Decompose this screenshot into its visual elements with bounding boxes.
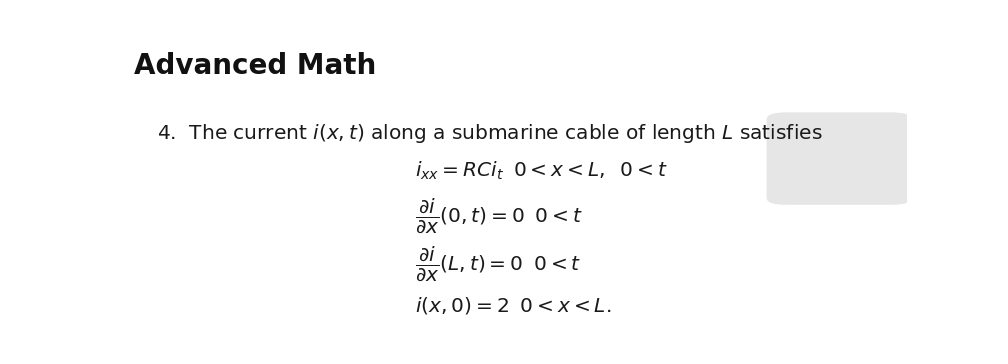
Text: $\dfrac{\partial i}{\partial x}(L, t) = 0 \;\; 0 < t$: $\dfrac{\partial i}{\partial x}(L, t) = … [415,244,582,283]
FancyBboxPatch shape [766,112,911,205]
Text: $\dfrac{\partial i}{\partial x}(0, t) = 0 \;\; 0 < t$: $\dfrac{\partial i}{\partial x}(0, t) = … [415,197,583,236]
Text: $i_{xx} = RCi_t \;\; 0 < x < L, \;\; 0 < t$: $i_{xx} = RCi_t \;\; 0 < x < L, \;\; 0 <… [415,160,667,182]
Text: Advanced Math: Advanced Math [134,52,376,80]
Text: 4.  The current $i(x, t)$ along a submarine cable of length $L$ satisfies: 4. The current $i(x, t)$ along a submari… [157,122,823,145]
Text: $i(x, 0) = 2 \;\; 0 < x < L.$: $i(x, 0) = 2 \;\; 0 < x < L.$ [415,295,612,316]
